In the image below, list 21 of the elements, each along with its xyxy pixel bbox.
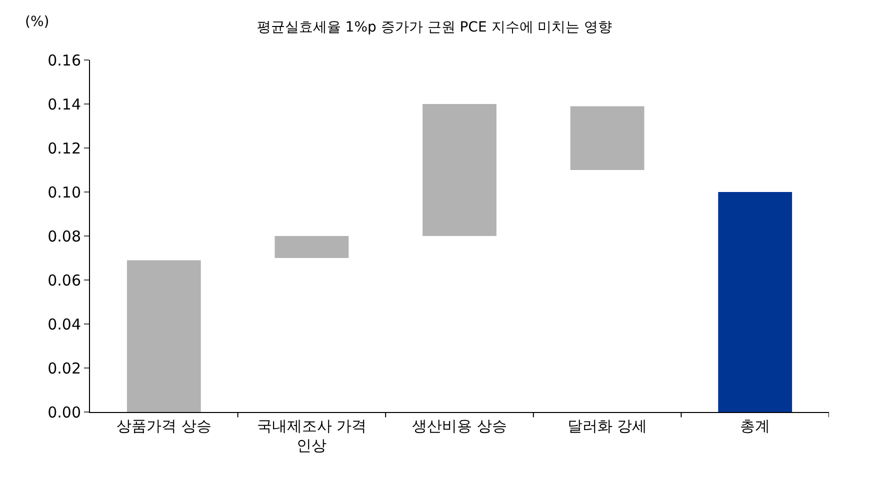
y-tick-label: 0.12 [48,139,81,158]
bar [274,236,349,258]
y-tick-label: 0.04 [48,315,81,334]
y-tick-label: 0.00 [48,403,81,422]
y-tick-label: 0.06 [48,271,81,290]
chart-title: 평균실효세율 1%p 증가가 근원 PCE 지수에 미치는 영향 [256,19,612,36]
x-tick-label: 총계 [740,417,770,435]
y-tick-label: 0.08 [48,227,81,246]
bar [570,106,644,170]
x-tick-label: 생산비용 상승 [412,417,507,435]
y-axis-title: (%) [25,14,50,30]
y-tick-label: 0.02 [48,359,81,378]
x-tick-label: 국내제조사 가격 인상 [256,417,367,454]
y-tick-label: 0.10 [48,183,81,202]
bar [422,104,496,236]
bar [126,260,201,412]
bar [718,192,792,412]
x-tick-label: 달러화 강세 [567,417,648,435]
y-tick-label: 0.14 [48,95,81,114]
x-tick-label: 상품가격 상승 [116,417,212,435]
y-tick-label: 0.16 [48,51,81,70]
